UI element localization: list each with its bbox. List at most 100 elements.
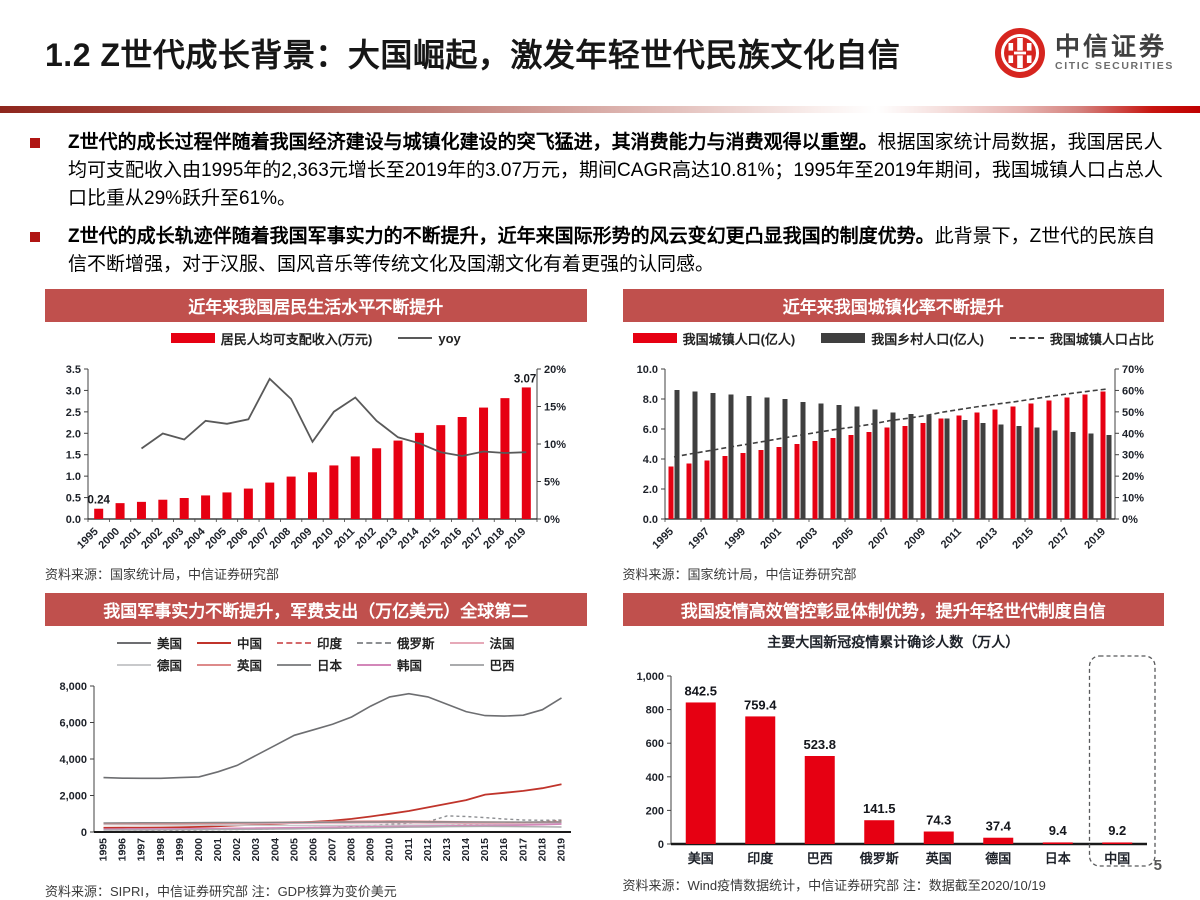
svg-text:1.0: 1.0 <box>66 471 81 483</box>
svg-text:20%: 20% <box>544 364 566 376</box>
svg-text:2013: 2013 <box>441 838 453 862</box>
legend-swatch-icon <box>276 663 311 666</box>
svg-text:2006: 2006 <box>225 526 251 552</box>
svg-text:0: 0 <box>658 839 664 851</box>
income-yoy-chart: 0.0 0.5 1.0 1.5 2.0 2.5 3.0 3.5 0% 5% 10% 15% 20% 199… <box>66 364 567 552</box>
svg-text:2012: 2012 <box>353 526 379 552</box>
svg-text:2016: 2016 <box>439 526 465 552</box>
legend-swatch-icon <box>196 663 231 666</box>
panel-military-header: 我国军事实力不断提升，军费支出（万亿美元）全球第二 <box>45 593 587 626</box>
covid-cases-chart: 0 200 400 600 800 1,000 842.5 美国 759.4 印度 523.8 巴西 1… <box>637 655 1156 867</box>
citic-logo-icon <box>995 28 1046 78</box>
panel-covid-header: 我国疫情高效管控彰显体制优势，提升年轻世代制度自信 <box>622 593 1164 626</box>
svg-text:3.5: 3.5 <box>66 364 81 376</box>
svg-text:50%: 50% <box>1122 407 1144 419</box>
svg-text:2009: 2009 <box>365 838 377 862</box>
legend-swatch-icon <box>449 641 484 644</box>
bullet-item-1: Z世代的成长过程伴随着我国经济建设与城镇化建设的突飞猛进，其消费能力与消费观得以… <box>30 129 1166 213</box>
svg-text:759.4: 759.4 <box>744 697 777 712</box>
svg-text:2000: 2000 <box>97 526 123 552</box>
legend-swatch-icon <box>276 641 311 644</box>
legend-item: 英国 <box>196 655 262 674</box>
panel-urbanization: 近年来我国城镇化率不断提升 我国城镇人口(亿人) 我国乡村人口(亿人) 我国城镇人口… <box>622 289 1164 583</box>
svg-text:0%: 0% <box>1122 514 1138 526</box>
svg-text:40%: 40% <box>1122 428 1144 440</box>
legend-swatch-icon <box>116 663 151 666</box>
bullet-text-1: Z世代的成长过程伴随着我国经济建设与城镇化建设的突飞猛进，其消费能力与消费观得以… <box>68 129 1166 213</box>
svg-text:2,000: 2,000 <box>60 791 88 803</box>
svg-text:20%: 20% <box>1122 471 1144 483</box>
legend-swatch-icon <box>357 641 391 644</box>
svg-text:2014: 2014 <box>460 838 472 862</box>
citic-logo: 中信证券 CITIC SECURITIES <box>993 26 1174 80</box>
svg-text:2011: 2011 <box>332 526 357 551</box>
svg-text:37.4: 37.4 <box>986 819 1012 834</box>
legend-item: 巴西 <box>449 655 515 674</box>
logo-name-cn: 中信证券 <box>1055 32 1168 61</box>
svg-text:2003: 2003 <box>250 838 262 862</box>
legend-label: 德国 <box>156 659 182 673</box>
svg-text:200: 200 <box>646 805 664 817</box>
panel-income-header: 近年来我国居民生活水平不断提升 <box>45 289 587 322</box>
svg-text:2014: 2014 <box>396 525 422 551</box>
bullet-square-icon <box>30 232 40 242</box>
svg-text:0.5: 0.5 <box>66 493 81 505</box>
svg-text:2008: 2008 <box>346 838 358 862</box>
legend-swatch-icon <box>1009 337 1044 339</box>
svg-text:800: 800 <box>646 705 664 717</box>
svg-text:0.0: 0.0 <box>643 514 658 526</box>
charts-grid: 近年来我国居民生活水平不断提升 居民人均可支配收入(万元) yoy 0.0 0.5 1… <box>0 289 1200 900</box>
svg-text:0.24: 0.24 <box>88 495 111 507</box>
panel-military-source: 资料来源：SIPRI，中信证券研究部 注：GDP核算为变价美元 <box>45 884 397 899</box>
svg-text:1999: 1999 <box>174 838 186 862</box>
legend-swatch-icon <box>821 333 866 343</box>
svg-text:2017: 2017 <box>518 838 530 862</box>
svg-text:2010: 2010 <box>310 526 336 552</box>
svg-text:2015: 2015 <box>1011 526 1037 552</box>
svg-text:2007: 2007 <box>867 526 893 552</box>
svg-text:0%: 0% <box>544 514 560 526</box>
panel-covid: 我国疫情高效管控彰显体制优势，提升年轻世代制度自信 主要大国新冠疫情累计确诊人数… <box>622 593 1164 900</box>
svg-text:74.3: 74.3 <box>926 813 951 828</box>
svg-text:1.5: 1.5 <box>66 450 81 462</box>
svg-text:2010: 2010 <box>384 838 396 862</box>
svg-text:2009: 2009 <box>903 526 929 552</box>
legend-item: 印度 <box>276 633 342 652</box>
page-number: 5 <box>1153 857 1162 874</box>
bullet-list: Z世代的成长过程伴随着我国经济建设与城镇化建设的突飞猛进，其消费能力与消费观得以… <box>0 129 1200 279</box>
svg-text:5%: 5% <box>544 477 560 489</box>
page-title: 1.2 Z世代成长背景：大国崛起，激发年轻世代民族文化自信 <box>45 37 901 73</box>
legend-label: 俄罗斯 <box>397 637 435 651</box>
svg-text:2008: 2008 <box>268 526 294 552</box>
svg-text:10%: 10% <box>544 439 566 451</box>
legend-label: 日本 <box>316 659 342 673</box>
svg-text:美国: 美国 <box>688 851 714 866</box>
legend-label: 巴西 <box>489 659 515 673</box>
svg-text:1995: 1995 <box>651 526 677 552</box>
svg-text:3.0: 3.0 <box>66 385 81 397</box>
svg-text:15%: 15% <box>544 402 566 414</box>
svg-text:1995: 1995 <box>75 526 101 552</box>
svg-text:842.5: 842.5 <box>685 683 718 698</box>
panel-income: 近年来我国居民生活水平不断提升 居民人均可支配收入(万元) yoy 0.0 0.5 1… <box>45 289 587 583</box>
svg-text:2018: 2018 <box>537 838 549 862</box>
svg-text:2002: 2002 <box>139 526 165 552</box>
legend-item: 我国乡村人口(亿人) <box>821 329 984 348</box>
svg-text:德国: 德国 <box>985 851 1011 866</box>
bullet-text-2: Z世代的成长轨迹伴随着我国军事实力的不断提升，近年来国际形势的风云变幻更凸显我国… <box>68 223 1166 279</box>
svg-text:2.0: 2.0 <box>66 428 81 440</box>
legend-swatch-icon <box>632 333 677 343</box>
svg-text:巴西: 巴西 <box>807 851 833 866</box>
svg-text:日本: 日本 <box>1045 851 1071 866</box>
svg-text:2007: 2007 <box>246 526 272 552</box>
legend-label: 韩国 <box>397 659 423 673</box>
legend-label: 中国 <box>236 637 262 651</box>
urbanization-chart: 0.0 2.0 4.0 6.0 8.0 10.0 0% 10% 20% 30% 40% 50% 60% 7… <box>637 364 1145 552</box>
svg-text:6,000: 6,000 <box>60 718 88 730</box>
svg-text:8.0: 8.0 <box>643 394 658 406</box>
svg-text:2.0: 2.0 <box>643 484 658 496</box>
legend-item: 中国 <box>196 633 262 652</box>
bullet-item-2: Z世代的成长轨迹伴随着我国军事实力的不断提升，近年来国际形势的风云变幻更凸显我国… <box>30 223 1166 279</box>
svg-text:1995: 1995 <box>98 838 110 862</box>
legend-label: 英国 <box>236 659 262 673</box>
